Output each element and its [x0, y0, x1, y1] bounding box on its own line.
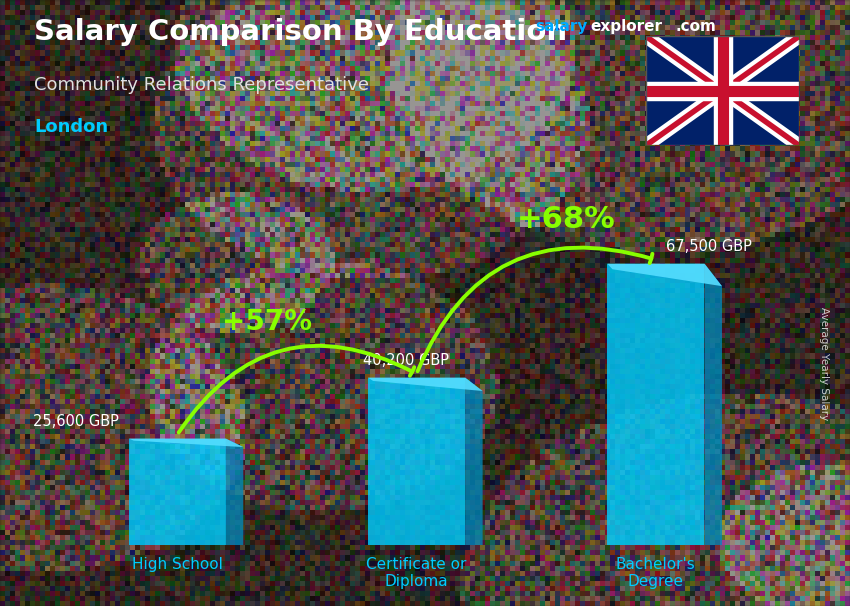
Polygon shape	[226, 439, 243, 545]
Text: 67,500 GBP: 67,500 GBP	[666, 239, 751, 255]
Text: +57%: +57%	[222, 308, 312, 336]
Text: London: London	[34, 118, 108, 136]
Polygon shape	[368, 378, 483, 391]
Text: salary: salary	[536, 19, 588, 35]
Text: 25,600 GBP: 25,600 GBP	[33, 414, 119, 429]
Polygon shape	[607, 264, 722, 286]
Text: 40,200 GBP: 40,200 GBP	[363, 353, 449, 368]
Text: explorer: explorer	[591, 19, 663, 35]
Polygon shape	[128, 439, 243, 447]
Text: Community Relations Representative: Community Relations Representative	[34, 76, 369, 94]
Text: .com: .com	[676, 19, 717, 35]
Text: Salary Comparison By Education: Salary Comparison By Education	[34, 18, 567, 46]
Text: +68%: +68%	[517, 205, 615, 234]
Polygon shape	[128, 439, 226, 545]
Polygon shape	[607, 264, 705, 545]
Polygon shape	[368, 378, 465, 545]
Polygon shape	[705, 264, 722, 545]
Polygon shape	[465, 378, 483, 545]
Text: Average Yearly Salary: Average Yearly Salary	[819, 307, 829, 420]
